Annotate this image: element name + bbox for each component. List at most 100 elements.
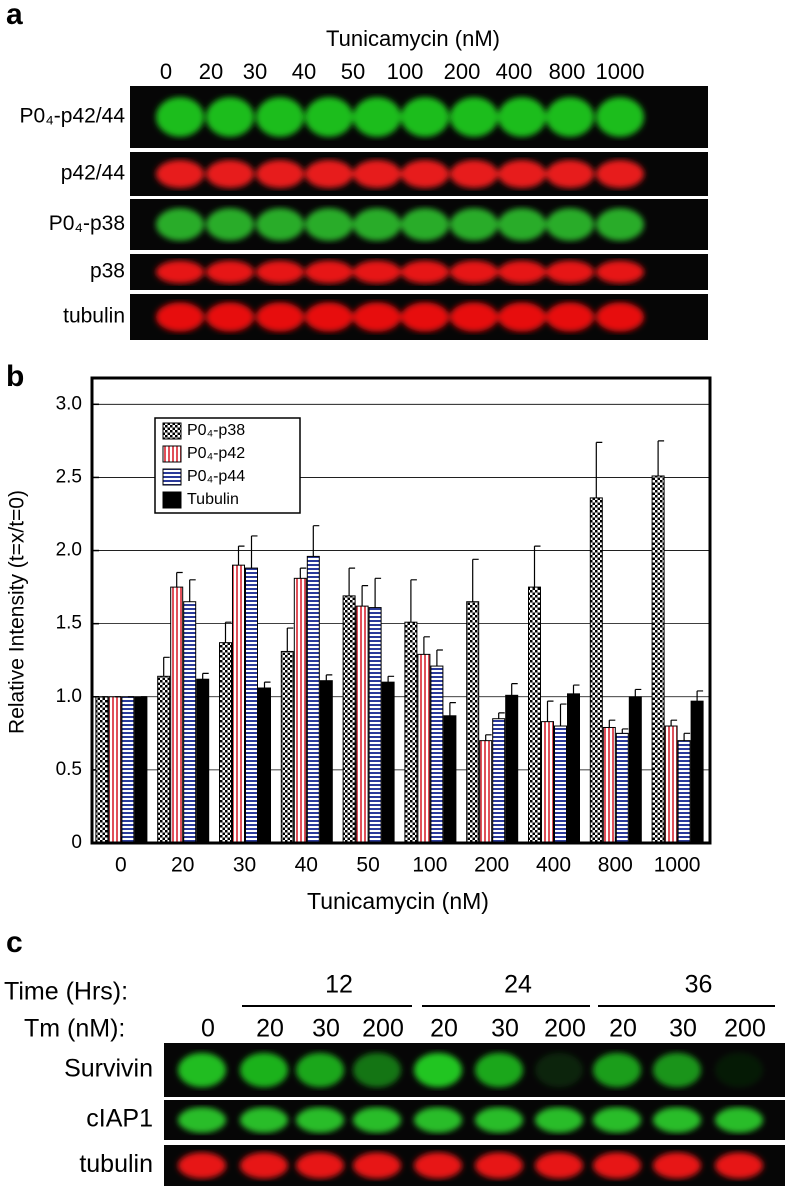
band xyxy=(535,1152,583,1179)
band xyxy=(305,97,353,137)
lane-label: 200 xyxy=(362,1015,404,1043)
x-tick-label: 1000 xyxy=(654,854,701,877)
band xyxy=(256,159,304,189)
y-tick-label: 3.0 xyxy=(56,393,82,414)
error-bar xyxy=(263,681,271,688)
band xyxy=(256,208,304,241)
blot-bands xyxy=(178,1052,763,1088)
band xyxy=(475,1052,523,1088)
error-bar xyxy=(312,525,320,557)
bar xyxy=(690,700,704,844)
band xyxy=(475,1107,523,1133)
y-tick-label: 1.5 xyxy=(56,613,82,634)
error-bar xyxy=(546,700,554,722)
bar xyxy=(319,680,333,844)
legend-label: P0₄-p38 xyxy=(187,422,245,439)
band xyxy=(596,260,644,284)
y-tick-label: 1.0 xyxy=(56,686,82,707)
lane-label: 30 xyxy=(243,59,267,84)
bar xyxy=(183,601,197,844)
legend-label: Tubulin xyxy=(187,491,239,508)
band xyxy=(156,260,204,284)
band xyxy=(498,97,546,137)
blot-row-label: Survivin xyxy=(64,1055,153,1083)
legend-label: P0₄-p44 xyxy=(187,468,245,485)
error-bar xyxy=(498,712,505,719)
error-bar xyxy=(608,719,616,728)
error-bar xyxy=(572,684,580,694)
bar xyxy=(368,607,382,844)
bar xyxy=(232,564,245,844)
error-bar xyxy=(634,688,642,697)
band xyxy=(475,1152,523,1179)
band xyxy=(535,1107,583,1133)
band xyxy=(450,159,498,189)
time-label: Time (Hrs): xyxy=(4,978,128,1006)
time-group-label: 12 xyxy=(325,971,353,999)
error-bar xyxy=(621,728,629,734)
band xyxy=(305,302,353,332)
bar xyxy=(280,650,294,844)
x-tick-label: 100 xyxy=(412,854,447,877)
error-bar xyxy=(361,585,369,607)
bar xyxy=(443,715,457,844)
band xyxy=(450,97,498,137)
band xyxy=(206,208,254,241)
band xyxy=(401,97,449,137)
bar xyxy=(651,475,665,844)
band xyxy=(596,97,644,137)
band xyxy=(596,208,644,241)
error-bar xyxy=(595,441,603,498)
lane-label: 50 xyxy=(341,59,365,84)
band xyxy=(353,302,401,332)
legend-label: P0₄-p42 xyxy=(187,445,245,462)
bar xyxy=(170,586,184,844)
lane-label: 800 xyxy=(549,59,586,84)
band xyxy=(353,1152,401,1179)
x-tick-label: 50 xyxy=(356,854,379,877)
bar xyxy=(466,601,480,844)
bar xyxy=(404,621,418,844)
band xyxy=(546,97,594,137)
error-bar xyxy=(348,567,356,596)
y-tick-label: 2.0 xyxy=(56,540,82,561)
band xyxy=(305,260,353,284)
band xyxy=(596,159,644,189)
bar xyxy=(589,497,603,844)
blot-title: Tunicamycin (nM) xyxy=(326,26,500,51)
y-tick-label: 0.5 xyxy=(56,759,82,780)
error-bar xyxy=(410,579,417,623)
band xyxy=(546,260,594,284)
error-bar xyxy=(472,558,479,602)
band xyxy=(240,1052,288,1088)
blot-bands xyxy=(156,159,644,189)
band xyxy=(653,1152,701,1179)
band xyxy=(546,159,594,189)
band xyxy=(353,260,401,284)
band xyxy=(256,260,304,284)
band xyxy=(156,208,204,241)
blot-bands xyxy=(156,260,644,284)
tm-label: Tm (nM): xyxy=(24,1015,125,1043)
band xyxy=(414,1107,462,1133)
band xyxy=(240,1152,288,1179)
band xyxy=(353,208,401,241)
band xyxy=(353,159,401,189)
blot-bands xyxy=(156,97,644,137)
blot-bands xyxy=(178,1152,763,1179)
error-bar xyxy=(683,732,691,741)
error-bar xyxy=(237,545,245,566)
bar xyxy=(219,642,232,844)
bar xyxy=(95,696,109,844)
x-tick-label: 0 xyxy=(115,854,127,877)
blot-bands xyxy=(178,1107,763,1133)
y-tick-label: 0 xyxy=(71,832,82,853)
error-bar xyxy=(325,674,333,681)
band xyxy=(715,1152,763,1179)
bar xyxy=(615,732,629,844)
band xyxy=(401,302,449,332)
error-bar xyxy=(163,656,170,677)
error-bar xyxy=(670,719,678,727)
lane-label: 400 xyxy=(496,59,533,84)
